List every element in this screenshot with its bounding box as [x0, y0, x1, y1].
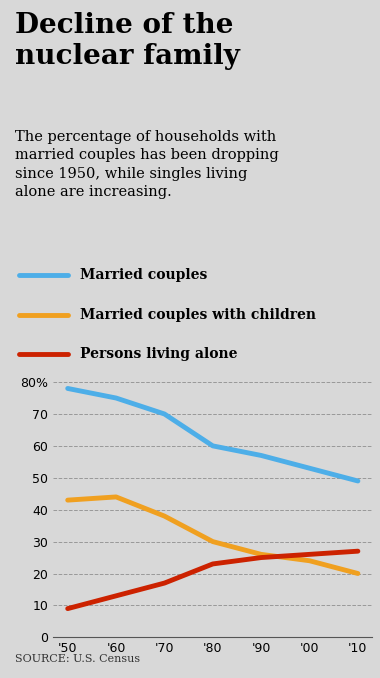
Text: SOURCE: U.S. Census: SOURCE: U.S. Census — [15, 654, 140, 664]
Text: The percentage of households with
married couples has been dropping
since 1950, : The percentage of households with marrie… — [15, 129, 279, 199]
Text: Married couples: Married couples — [80, 268, 207, 282]
Text: Married couples with children: Married couples with children — [80, 308, 316, 321]
Text: Persons living alone: Persons living alone — [80, 347, 237, 361]
Text: Decline of the
nuclear family: Decline of the nuclear family — [15, 12, 240, 70]
